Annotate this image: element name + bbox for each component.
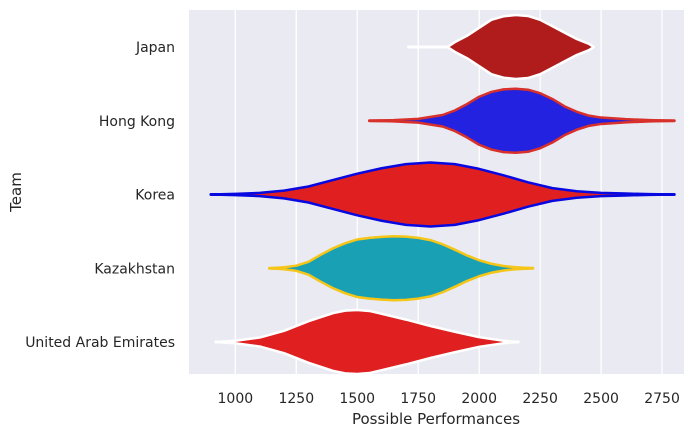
x-tick-label: 2250: [522, 391, 558, 407]
violin-body: [446, 13, 596, 81]
x-tick-label: 1250: [278, 391, 314, 407]
y-axis-label: Team: [7, 172, 25, 213]
violin-japan: [406, 13, 596, 81]
violin-united-arab-emirates: [214, 308, 520, 376]
x-axis-label: Possible Performances: [352, 410, 520, 428]
x-tick-label: 2750: [644, 391, 680, 407]
violins: [209, 13, 676, 376]
y-tick-label: Kazakhstan: [94, 261, 175, 277]
x-tick-label: 1500: [339, 391, 375, 407]
violin-body: [214, 308, 520, 376]
x-tick-label: 2500: [583, 391, 619, 407]
violin-body: [209, 161, 676, 228]
x-tick-label: 2000: [461, 391, 497, 407]
violin-body: [268, 235, 535, 302]
violin-hong-kong: [367, 87, 676, 154]
violin-korea: [209, 161, 676, 228]
violin-body: [368, 87, 676, 154]
y-tick-labels: Japan Hong Kong Korea Kazakhstan United Arab…: [25, 40, 175, 351]
y-tick-label: Korea: [135, 188, 175, 204]
y-tick-label: Japan: [135, 40, 175, 56]
y-tick-label: United Arab Emirates: [25, 335, 175, 351]
violin-kazakhstan: [267, 235, 535, 302]
y-tick-label: Hong Kong: [99, 114, 175, 130]
x-tick-label: 1750: [400, 391, 436, 407]
x-tick-labels: 1000 1250 1500 1750 2000 2250 2500 2750: [218, 391, 680, 407]
x-tick-label: 1000: [218, 391, 254, 407]
